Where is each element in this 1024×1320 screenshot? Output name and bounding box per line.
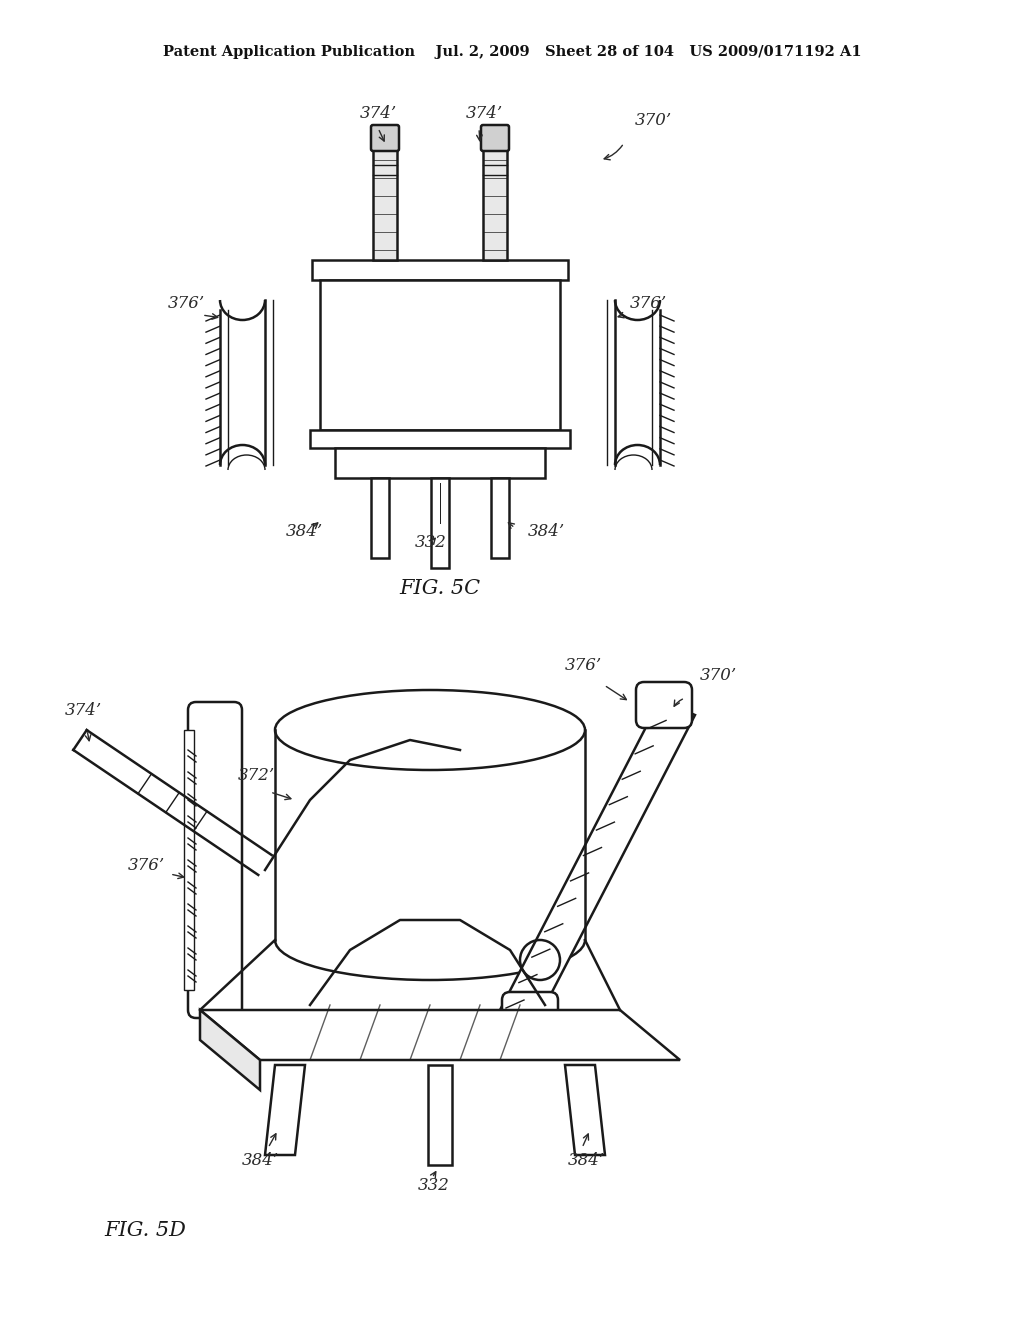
Text: 384’: 384’ — [242, 1152, 280, 1170]
Bar — [319, 280, 560, 430]
Text: FIG. 5D: FIG. 5D — [104, 1221, 186, 1239]
FancyBboxPatch shape — [184, 730, 194, 990]
Text: Patent Application Publication    Jul. 2, 2009   Sheet 28 of 104   US 2009/01711: Patent Application Publication Jul. 2, 2… — [163, 45, 861, 59]
Bar — [483, 145, 507, 260]
Text: 374’: 374’ — [466, 106, 503, 121]
FancyBboxPatch shape — [188, 702, 242, 1018]
Text: 372’: 372’ — [238, 767, 275, 784]
FancyBboxPatch shape — [502, 993, 558, 1038]
Text: 370’: 370’ — [635, 112, 672, 129]
Text: FIG. 5C: FIG. 5C — [399, 578, 480, 598]
Polygon shape — [428, 1065, 452, 1166]
FancyBboxPatch shape — [481, 125, 509, 150]
Bar — [373, 145, 397, 260]
Bar — [490, 478, 509, 558]
Polygon shape — [200, 1010, 260, 1090]
Polygon shape — [200, 1010, 680, 1060]
Bar — [371, 478, 389, 558]
Text: 376’: 376’ — [630, 294, 667, 312]
Polygon shape — [565, 1065, 605, 1155]
Text: 370’: 370’ — [700, 667, 737, 684]
FancyBboxPatch shape — [371, 125, 399, 150]
FancyBboxPatch shape — [636, 682, 692, 729]
Bar — [431, 478, 449, 568]
Text: 374’: 374’ — [360, 106, 397, 121]
Bar — [310, 430, 570, 447]
Polygon shape — [500, 700, 695, 1026]
Text: 384’: 384’ — [286, 523, 324, 540]
Polygon shape — [265, 1065, 305, 1155]
Text: 384’: 384’ — [528, 523, 565, 540]
Text: 376’: 376’ — [168, 294, 205, 312]
Text: 332: 332 — [418, 1177, 450, 1195]
Bar — [312, 260, 568, 280]
Text: 332: 332 — [415, 535, 446, 550]
Bar — [335, 447, 545, 478]
Text: 376’: 376’ — [565, 657, 602, 675]
Text: 376’: 376’ — [128, 857, 165, 874]
Text: 384’: 384’ — [568, 1152, 605, 1170]
Text: 374’: 374’ — [65, 702, 102, 719]
